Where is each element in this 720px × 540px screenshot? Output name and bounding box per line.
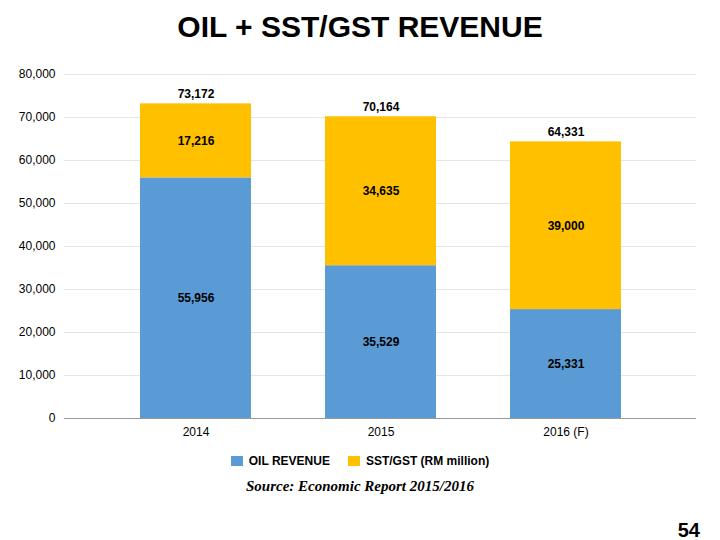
svg-text:34,635: 34,635 xyxy=(363,184,400,198)
svg-text:55,956: 55,956 xyxy=(178,291,215,305)
svg-text:35,529: 35,529 xyxy=(363,335,400,349)
html-text:SST/GST (RM million): SST/GST (RM million) xyxy=(365,454,490,468)
svg-text:50,000: 50,000 xyxy=(19,196,56,210)
html-text:Source: Economic Report 2015/2: Source: Economic Report 2015/2016 xyxy=(246,478,474,494)
svg-text:70,164: 70,164 xyxy=(363,100,400,114)
svg-text:40,000: 40,000 xyxy=(19,239,56,253)
svg-text:30,000: 30,000 xyxy=(19,282,56,296)
svg-text:60,000: 60,000 xyxy=(19,153,56,167)
svg-text:17,216: 17,216 xyxy=(178,134,215,148)
svg-text:2016 (F): 2016 (F) xyxy=(543,425,588,439)
svg-text:80,000: 80,000 xyxy=(19,67,56,81)
svg-text:39,000: 39,000 xyxy=(548,219,585,233)
svg-text:64,331: 64,331 xyxy=(548,125,585,139)
svg-text:2014: 2014 xyxy=(183,425,210,439)
html-text:54: 54 xyxy=(677,519,700,540)
svg-text:70,000: 70,000 xyxy=(19,110,56,124)
svg-text:20,000: 20,000 xyxy=(19,325,56,339)
svg-text:73,172: 73,172 xyxy=(178,87,215,101)
html-text:OIL + SST/GST REVENUE: OIL + SST/GST REVENUE xyxy=(177,10,543,43)
svg-text:10,000: 10,000 xyxy=(19,368,56,382)
svg-text:0: 0 xyxy=(49,411,56,425)
svg-text:25,331: 25,331 xyxy=(548,357,585,371)
html-text:OIL REVENUE: OIL REVENUE xyxy=(248,454,330,468)
svg-text:2015: 2015 xyxy=(368,425,395,439)
